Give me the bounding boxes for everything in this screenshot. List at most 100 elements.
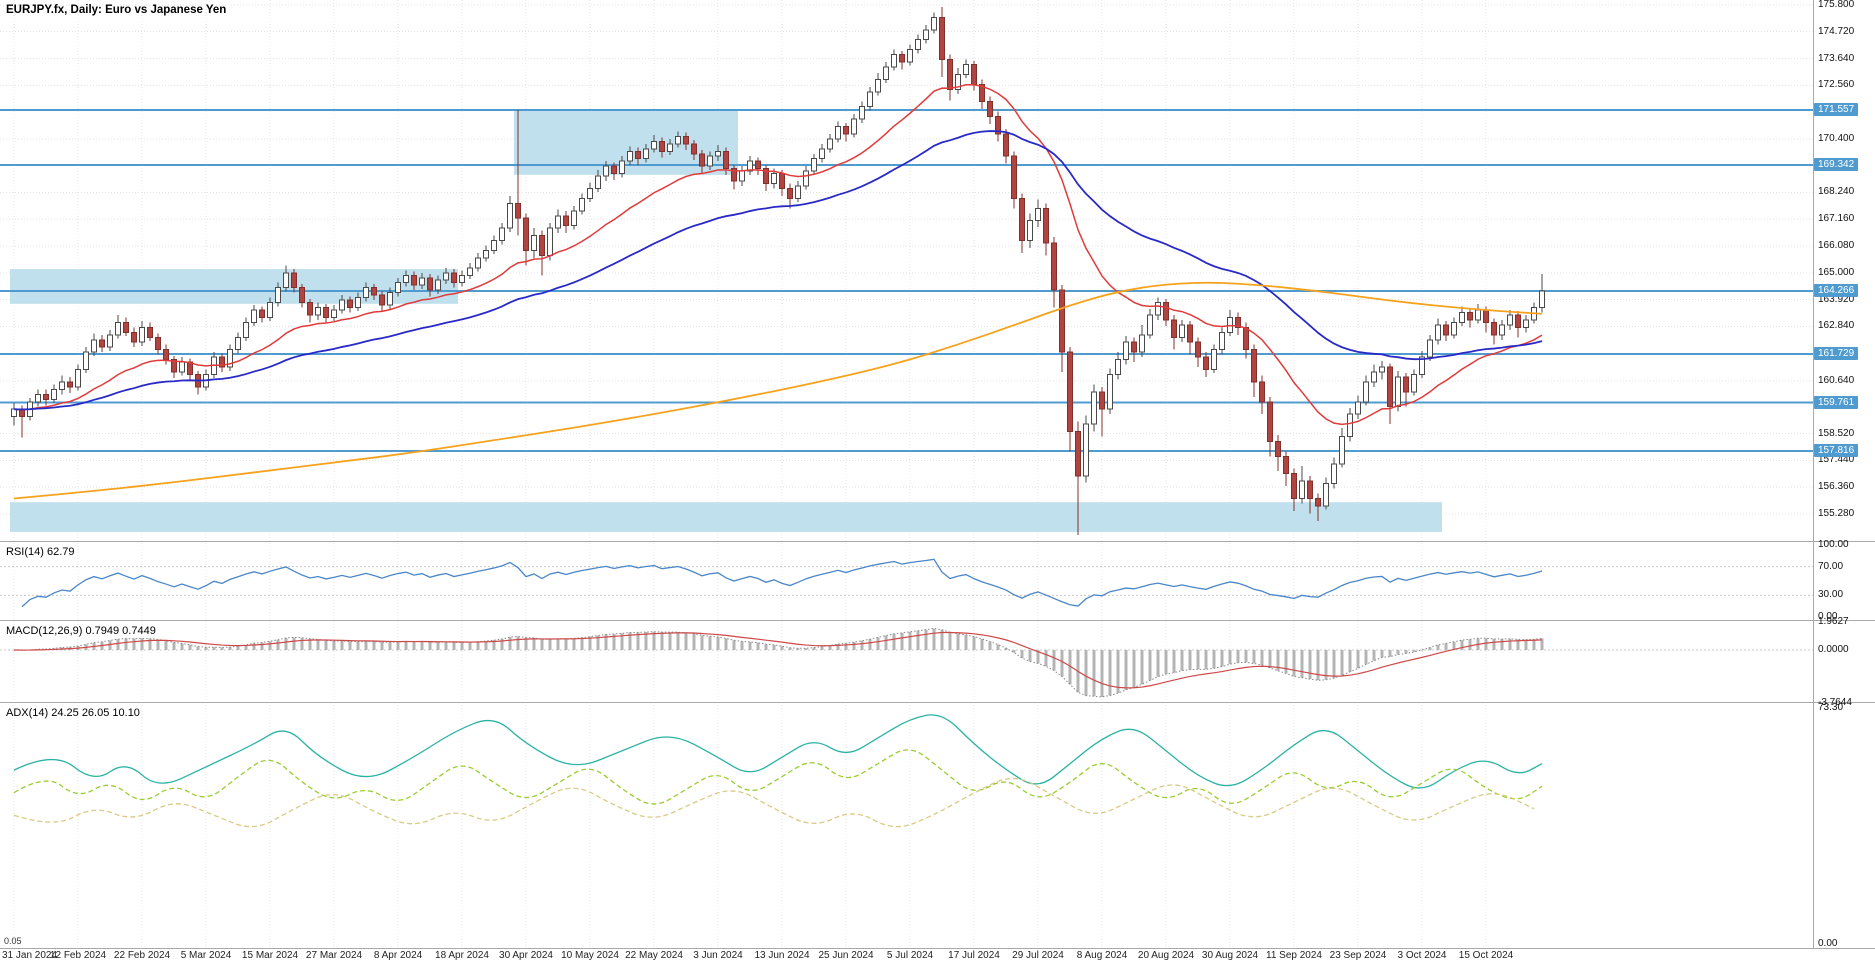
candle-body	[1307, 480, 1313, 499]
candle-body	[1515, 314, 1521, 328]
macd-histogram-bar	[1108, 650, 1112, 696]
macd-histogram-bar	[1260, 650, 1264, 666]
candle-body	[1019, 197, 1025, 242]
candle-body	[107, 334, 113, 348]
candle-body	[275, 287, 281, 304]
candle-body	[547, 227, 553, 256]
candle-body	[1219, 331, 1225, 351]
candle-body	[499, 227, 505, 242]
candle-body	[947, 59, 953, 90]
macd-histogram-bar	[884, 635, 888, 650]
macd-histogram-bar	[260, 642, 264, 650]
macd-histogram-bar	[1412, 650, 1416, 652]
candle-body	[347, 299, 353, 309]
macd-histogram-bar	[1036, 650, 1040, 664]
macd-histogram-bar	[876, 637, 880, 650]
candle-body	[731, 168, 737, 182]
candle-body	[1419, 356, 1425, 375]
macd-histogram-bar	[964, 634, 968, 650]
macd-histogram-bar	[1300, 650, 1304, 678]
macd-histogram-bar	[732, 640, 736, 650]
zones-layer[interactable]	[10, 110, 1442, 532]
candle-body	[803, 170, 809, 187]
macd-histogram-bar	[356, 641, 360, 650]
macd-histogram-bar	[900, 632, 904, 650]
candle-body	[571, 210, 577, 227]
macd-histogram-bar	[1372, 650, 1376, 661]
candle-body	[307, 302, 313, 316]
candle-body	[1259, 381, 1265, 403]
candle-body	[1323, 483, 1329, 507]
macd-histogram-bar	[244, 644, 248, 650]
candle-body	[59, 381, 65, 390]
macd-histogram-bar	[524, 637, 528, 650]
candle-body	[883, 66, 889, 80]
macd-histogram-bar	[548, 639, 552, 650]
macd-histogram-bar	[908, 631, 912, 650]
macd-histogram-bar	[1100, 650, 1104, 697]
macd-histogram-bar	[1468, 639, 1472, 650]
grid-layer	[0, 0, 1813, 948]
candle-body	[355, 297, 361, 309]
candle-body	[1523, 319, 1529, 328]
macd-histogram-bar	[476, 641, 480, 650]
candle-body	[1043, 207, 1049, 244]
macd-histogram-bar	[836, 644, 840, 650]
macd-histogram-bar	[820, 646, 824, 650]
candle-body	[1227, 316, 1233, 333]
candle-body	[427, 277, 433, 291]
macd-histogram-bar	[1060, 650, 1064, 677]
ma-mid-blue-line	[13, 130, 1543, 411]
candle-body	[907, 49, 913, 63]
macd-histogram-bar	[1340, 650, 1344, 676]
macd-histogram-bar	[940, 629, 944, 650]
macd-histogram-bar	[1380, 650, 1384, 658]
macd-histogram-bar	[516, 636, 520, 650]
candle-body	[1331, 463, 1337, 485]
candle-body	[459, 274, 465, 284]
candle-body	[1347, 413, 1353, 437]
macd-histogram-bar	[1148, 650, 1152, 681]
candle-body	[1411, 373, 1417, 393]
candle-body	[1315, 497, 1321, 507]
candle-body	[1395, 376, 1401, 408]
macd-histogram-bar	[580, 637, 584, 650]
macd-histogram-bar	[652, 631, 656, 650]
macd-histogram-bar	[292, 637, 296, 650]
indicator-panels-layer	[0, 558, 1813, 828]
macd-histogram-bar	[204, 647, 208, 650]
macd-histogram-bar	[1092, 650, 1096, 697]
candle-body	[595, 175, 601, 189]
macd-histogram-bar	[492, 640, 496, 650]
candle-body	[1195, 341, 1201, 358]
macd-histogram-bar	[1428, 647, 1432, 650]
candle-body	[435, 279, 441, 291]
candle-body	[115, 321, 121, 336]
macd-indicator-label: MACD(12,26,9) 0.7949 0.7449	[6, 625, 156, 637]
macd-histogram-bar	[180, 643, 184, 650]
supply-demand-zone[interactable]	[10, 502, 1442, 532]
macd-histogram-bar	[1396, 650, 1400, 655]
rsi-indicator-label: RSI(14) 62.79	[6, 546, 75, 558]
candle-body	[1147, 314, 1153, 336]
macd-histogram-bar	[948, 632, 952, 650]
candle-body	[1107, 373, 1113, 410]
macd-histogram-bar	[564, 638, 568, 650]
macd-histogram-bar	[132, 638, 136, 650]
candle-body	[1075, 431, 1081, 477]
macd-histogram-bar	[116, 639, 120, 650]
macd-histogram-bar	[212, 647, 216, 650]
macd-histogram-bar	[788, 647, 792, 650]
candle-body	[779, 173, 785, 189]
candle-body	[1435, 324, 1441, 341]
macd-histogram-bar	[276, 639, 280, 650]
macd-histogram-bar	[684, 632, 688, 650]
macd-histogram-bar	[196, 646, 200, 650]
macd-histogram-bar	[1196, 650, 1200, 670]
macd-histogram-bar	[1020, 650, 1024, 659]
macd-histogram-bar	[308, 638, 312, 650]
candle-body	[267, 302, 273, 318]
candle-body	[139, 326, 145, 343]
